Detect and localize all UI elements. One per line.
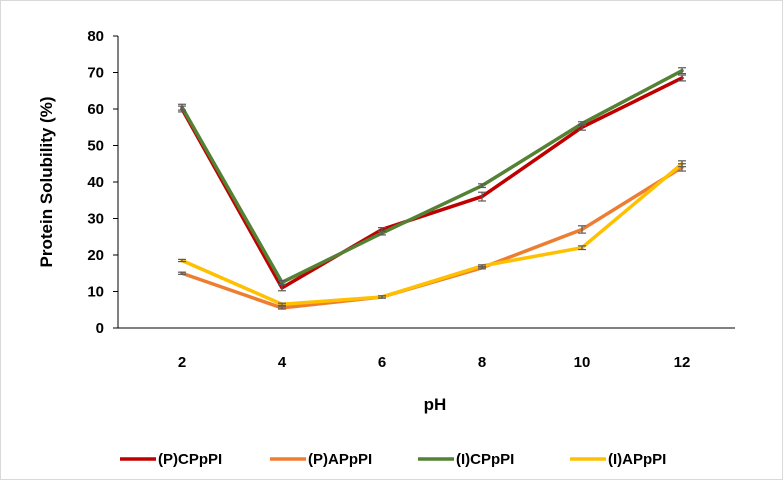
legend-label: (I)CPpPI [456,451,514,468]
series-line-p-cpppi [180,76,684,290]
y-tick-label: 0 [96,320,104,337]
y-axis-ticks: 0 10 20 30 40 50 60 70 80 [87,28,118,337]
x-axis-ticks: 2 4 6 8 10 12 [178,354,691,371]
error-bar [678,160,686,168]
series-line-i-cpppi [180,68,684,285]
y-tick-label: 10 [87,284,104,301]
series-layer [180,68,684,310]
legend-label: (P)CPpPI [158,451,222,468]
y-tick-label: 70 [87,65,104,82]
error-bar [278,302,286,306]
error-bar [678,67,686,75]
error-bar [378,230,386,236]
legend-item-p-apppi: (P)APpPI [270,451,372,468]
y-tick-label: 20 [87,247,104,264]
error-bar [578,245,586,251]
legend-item-p-cpppi: (P)CPpPI [120,451,222,468]
y-tick-label: 60 [87,101,104,118]
error-bar [578,225,586,234]
legend-item-i-cpppi: (I)CPpPI [418,451,514,468]
legend-label: (P)APpPI [308,451,372,468]
x-tick-label: 10 [574,354,591,371]
x-axis-title: pH [424,395,447,414]
error-bar [478,183,486,189]
error-bar [478,264,486,268]
legend: (P)CPpPI (P)APpPI (I)CPpPI (I)APpPI [120,451,666,468]
x-tick-label: 4 [278,354,287,371]
error-bar [378,295,386,299]
error-bar [278,284,286,292]
y-axis-title: Protein Solubility (%) [37,97,56,268]
y-tick-label: 80 [87,28,104,45]
y-tick-label: 50 [87,138,104,155]
y-tick-label: 30 [87,211,104,228]
error-bar [178,258,186,263]
y-tick-label: 40 [87,174,104,191]
x-tick-label: 12 [674,354,691,371]
error-bar [178,103,186,111]
error-bar [678,74,686,82]
error-bars-layer [178,67,686,310]
error-bar [578,121,586,127]
error-bar [478,191,486,202]
x-tick-label: 8 [478,354,486,371]
error-bar [278,279,286,285]
x-tick-label: 6 [378,354,386,371]
legend-item-i-apppi: (I)APpPI [570,451,666,468]
error-bar [278,306,286,310]
series-line-i-apppi [180,162,684,307]
error-bar [178,271,186,275]
x-tick-label: 2 [178,354,186,371]
legend-label: (I)APpPI [608,451,666,468]
